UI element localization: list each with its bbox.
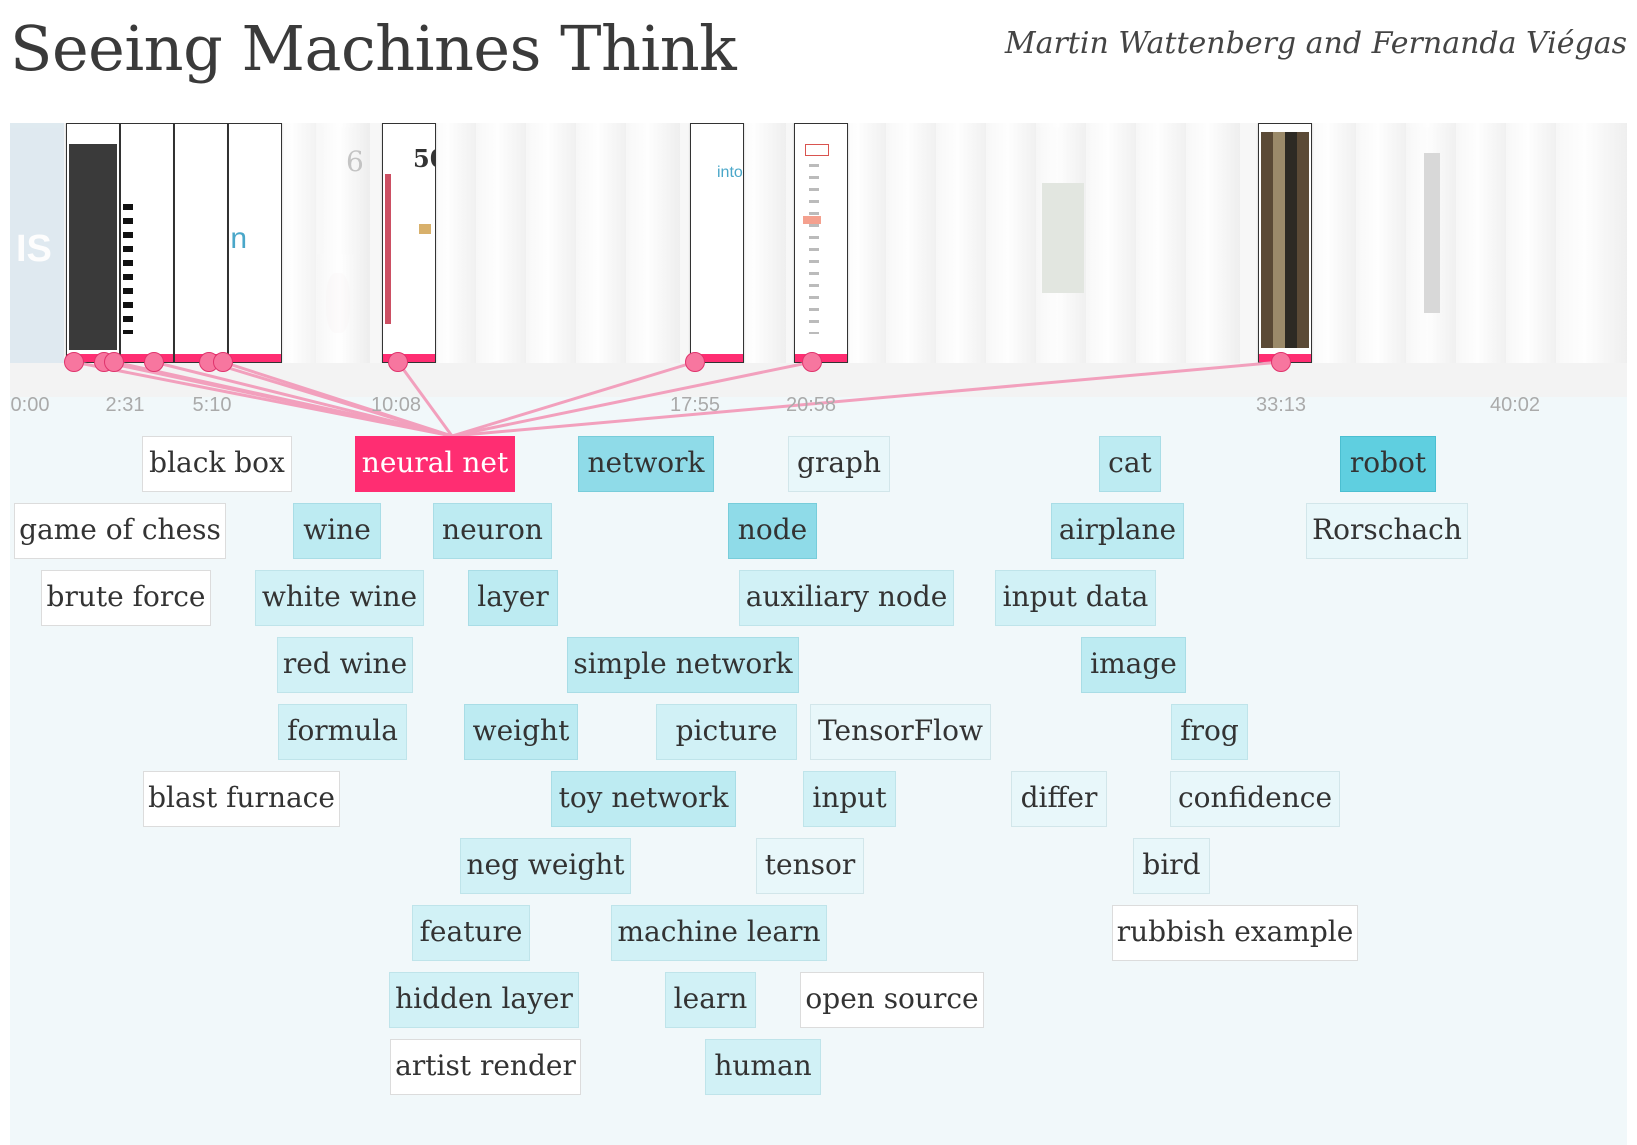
video-filmstrip[interactable]: IS 6 Tcion 50 into: [10, 123, 1627, 363]
tag-brute-force[interactable]: brute force: [41, 570, 211, 626]
tag-machine-learn[interactable]: machine learn: [611, 905, 827, 961]
tag-hidden-layer[interactable]: hidden layer: [389, 972, 579, 1028]
tag-feature[interactable]: feature: [412, 905, 530, 961]
tag-blast-furnace[interactable]: blast furnace: [143, 771, 340, 827]
tag-input-data[interactable]: input data: [995, 570, 1156, 626]
tag-confidence[interactable]: confidence: [1170, 771, 1340, 827]
tag-open-source[interactable]: open source: [800, 972, 984, 1028]
tag-frog[interactable]: frog: [1171, 704, 1248, 760]
tag-graph[interactable]: graph: [788, 436, 890, 492]
tag-simple-network[interactable]: simple network: [567, 637, 799, 693]
tag-robot[interactable]: robot: [1340, 436, 1436, 492]
tag-auxiliary-node[interactable]: auxiliary node: [739, 570, 954, 626]
frame-thumbnail[interactable]: [476, 123, 530, 363]
tag-image[interactable]: image: [1081, 637, 1186, 693]
timeline-marker[interactable]: [388, 352, 408, 372]
tag-picture[interactable]: picture: [656, 704, 797, 760]
frame-thumbnail-active[interactable]: [66, 123, 120, 363]
authors-byline: Martin Wattenberg and Fernanda Viégas: [1004, 26, 1627, 61]
frame-thumbnail[interactable]: [986, 123, 1040, 363]
tag-rorschach[interactable]: Rorschach: [1306, 503, 1468, 559]
frame-thumbnail[interactable]: [1506, 123, 1560, 363]
tag-rubbish-example[interactable]: rubbish example: [1112, 905, 1358, 961]
tag-network[interactable]: network: [578, 436, 714, 492]
tag-tensor[interactable]: tensor: [756, 838, 864, 894]
timeline-marker[interactable]: [1271, 352, 1291, 372]
frame-thumbnail-active[interactable]: [794, 123, 848, 363]
tag-neuron[interactable]: neuron: [433, 503, 552, 559]
frame-thumbnail-active[interactable]: Tcion: [228, 123, 282, 363]
timeline-marker[interactable]: [64, 352, 84, 372]
timeline-marker[interactable]: [144, 352, 164, 372]
tag-differ[interactable]: differ: [1011, 771, 1107, 827]
frame-thumbnail-active[interactable]: [120, 123, 174, 363]
tick-label: 20:58: [785, 394, 837, 416]
frame-thumbnail[interactable]: [1306, 123, 1360, 363]
tag-cat[interactable]: cat: [1099, 436, 1161, 492]
tick-label: 40:02: [1489, 394, 1541, 416]
frame-thumbnail-active[interactable]: [174, 123, 228, 363]
tag-learn[interactable]: learn: [665, 972, 756, 1028]
tick-label: 17:55: [669, 394, 721, 416]
frame-thumbnail-active[interactable]: 50: [382, 123, 436, 363]
frame-thumbnail[interactable]: IS: [10, 123, 64, 363]
frame-thumbnail[interactable]: 6: [320, 123, 370, 363]
frame-thumbnail[interactable]: [1406, 123, 1460, 363]
tick-label: 10:08: [370, 394, 422, 416]
tag-artist-render[interactable]: artist render: [390, 1039, 581, 1095]
frame-thumbnail[interactable]: [576, 123, 630, 363]
tag-weight[interactable]: weight: [464, 704, 578, 760]
tick-label: 5:10: [192, 394, 232, 416]
tag-node[interactable]: node: [728, 503, 817, 559]
tag-white-wine[interactable]: white wine: [255, 570, 424, 626]
tick-label: 33:13: [1255, 394, 1307, 416]
frame-caption: Tcion: [229, 222, 248, 255]
tag-black-box[interactable]: black box: [142, 436, 292, 492]
tag-layer[interactable]: layer: [468, 570, 558, 626]
timeline-marker[interactable]: [104, 352, 124, 372]
tag-formula[interactable]: formula: [278, 704, 407, 760]
tick-label: 2:31: [105, 394, 145, 416]
tag-airplane[interactable]: airplane: [1051, 503, 1184, 559]
tag-neural-net[interactable]: neural net: [355, 436, 515, 492]
frame-thumbnail[interactable]: [1556, 123, 1627, 363]
frame-caption: into: [717, 164, 743, 181]
frame-caption: 50: [413, 144, 435, 173]
frame-thumbnail[interactable]: [1456, 123, 1510, 363]
frame-thumbnail[interactable]: [1186, 123, 1240, 363]
timeline-marker[interactable]: [213, 352, 233, 372]
tag-game-of-chess[interactable]: game of chess: [14, 503, 226, 559]
tag-tensorflow[interactable]: TensorFlow: [810, 704, 991, 760]
frame-thumbnail[interactable]: [936, 123, 990, 363]
frame-thumbnail-active[interactable]: [1258, 123, 1312, 363]
frame-thumbnail[interactable]: [626, 123, 680, 363]
tag-toy-network[interactable]: toy network: [551, 771, 736, 827]
frame-caption: 6: [346, 145, 364, 178]
frame-thumbnail[interactable]: [1036, 123, 1090, 363]
frame-thumbnail[interactable]: [886, 123, 940, 363]
tag-neg-weight[interactable]: neg weight: [460, 838, 631, 894]
frame-thumbnail[interactable]: [1136, 123, 1190, 363]
tag-wine[interactable]: wine: [293, 503, 381, 559]
frame-thumbnail[interactable]: [526, 123, 580, 363]
tick-label: 0:00: [10, 394, 50, 416]
timeline-marker[interactable]: [802, 352, 822, 372]
tag-human[interactable]: human: [705, 1039, 821, 1095]
frame-thumbnail[interactable]: [1356, 123, 1410, 363]
tag-input[interactable]: input: [803, 771, 896, 827]
page-title: Seeing Machines Think: [10, 12, 737, 85]
frame-thumbnail-active[interactable]: into: [690, 123, 744, 363]
timeline-marker[interactable]: [685, 352, 705, 372]
tag-bird[interactable]: bird: [1133, 838, 1210, 894]
frame-thumbnail[interactable]: [1086, 123, 1140, 363]
tag-red-wine[interactable]: red wine: [277, 637, 413, 693]
